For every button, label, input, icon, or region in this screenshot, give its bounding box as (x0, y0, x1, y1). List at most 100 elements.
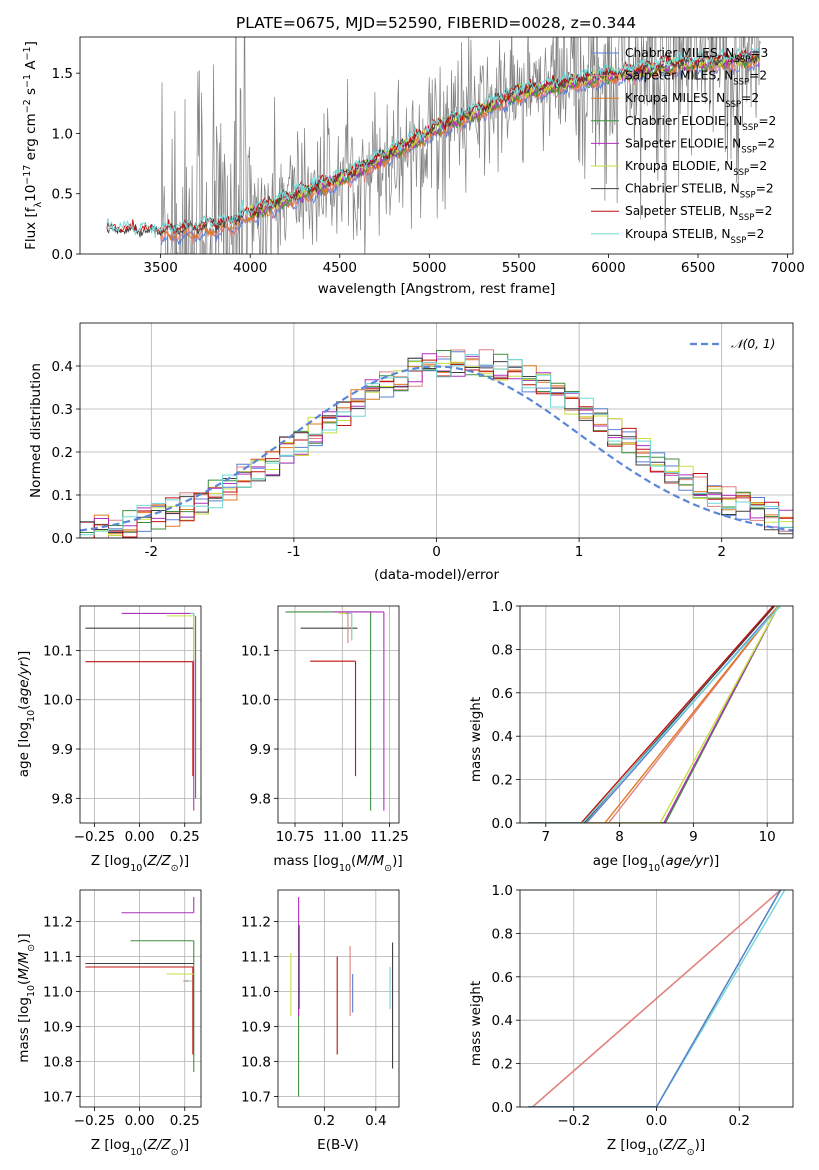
x-tick-label: 0.2 (314, 1113, 335, 1129)
y-tick-label: 10.8 (43, 1055, 73, 1071)
x-axis-label: E(B-V) (317, 1137, 359, 1153)
y-tick-label: 0.1 (52, 488, 73, 504)
y-tick-label: 10.9 (43, 1020, 73, 1036)
x-tick-label: 10 (759, 829, 776, 845)
legend-entry-label: Chabrier MILES, NSSP=3 (625, 46, 768, 65)
x-tick-label: 5000 (412, 260, 446, 276)
x-tick-label: −0.2 (557, 1113, 590, 1129)
age-cumulative-plot: 7 8 9 10 0.0 0.2 0.4 0.6 0.8 1.0 mass weight age [l… (468, 599, 794, 874)
x-tick-label: 8 (615, 829, 624, 845)
legend-entry-label: Chabrier ELODIE, NSSP=2 (625, 114, 776, 133)
y-tick-label: 11.0 (241, 985, 271, 1001)
y-axis-label: mass [log10(M/M⊙)] (16, 933, 37, 1062)
y-tick-label: 9.8 (250, 791, 271, 807)
x-tick-label: 9 (689, 829, 698, 845)
figure-title: PLATE=0675, MJD=52590, FIBERID=0028, z=0… (236, 14, 636, 32)
y-tick-label: 11.2 (43, 915, 73, 931)
axes-frame (79, 36, 794, 255)
x-tick-label: −0.25 (74, 1113, 115, 1129)
x-tick-label: 0 (432, 544, 441, 560)
legend-entry-label: Salpeter ELODIE, NSSP=2 (625, 136, 775, 155)
axes-frame (79, 605, 202, 824)
normal-distribution-curve (80, 365, 793, 532)
x-tick-label: 5500 (502, 260, 536, 276)
cumulative-line-salpeter-miles (531, 890, 782, 1107)
y-axis-label: mass weight (468, 981, 484, 1066)
y-tick-label: 0.2 (52, 445, 73, 461)
x-axis-label: mass [log10(M/M⊙)] (273, 853, 402, 874)
axes-frame (277, 889, 400, 1108)
spectrum-plot: 3500 4000 4500 5000 5500 6000 6500 7000 0.0 0.5 1.… (22, 36, 805, 297)
y-tick-label: 11.1 (43, 950, 73, 966)
x-axis-label: wavelength [Angstrom, rest frame] (318, 281, 556, 297)
x-tick-label: -1 (287, 544, 300, 560)
x-axis-label: Z [log10(Z/Z⊙)] (607, 1137, 705, 1158)
metallicity-cumulative-plot: −0.2 0.0 0.2 0.0 0.2 0.4 0.6 0.8 1.0 mass weight Z… (468, 883, 794, 1158)
legend-entry-label: 𝒩(0, 1) (731, 337, 775, 351)
x-tick-label: 4000 (233, 260, 267, 276)
y-tick-label: 10.7 (43, 1090, 73, 1106)
axes-frame (79, 322, 794, 539)
axes-frame (79, 889, 202, 1108)
observed-spectrum-line (160, 37, 761, 254)
x-tick-label: 3500 (143, 260, 177, 276)
y-tick-label: 0.4 (52, 359, 73, 375)
x-tick-label: 4500 (323, 260, 357, 276)
y-axis-label: Flux [fλ10−17 erg cm−2 s−1 A−1] (22, 41, 44, 250)
age-vs-metallicity-plot: −0.25 0.00 0.25 9.8 9.9 10.0 10.1 Z [log10(Z/Z⊙… (16, 605, 202, 874)
x-tick-label: 6500 (681, 260, 715, 276)
y-tick-label: 1.0 (492, 883, 513, 899)
y-tick-label: 11.2 (241, 915, 271, 931)
y-tick-label: 10.8 (241, 1055, 271, 1071)
y-tick-label: 1.0 (52, 126, 73, 142)
x-tick-label: 11.25 (370, 829, 409, 845)
y-tick-label: 0.0 (52, 247, 73, 263)
y-tick-label: 10.9 (241, 1020, 271, 1036)
axes-frame (519, 605, 794, 824)
x-tick-label: 0.00 (125, 1113, 155, 1129)
residuals-histogram: -2 -1 0 1 2 0.0 0.1 0.2 0.3 0.4 𝒩(0, 1) (data-model… (28, 322, 794, 583)
x-tick-label: 1 (575, 544, 584, 560)
y-tick-label: 0.0 (52, 531, 73, 547)
x-tick-label: 11.00 (323, 829, 362, 845)
y-tick-label: 0.8 (492, 642, 513, 658)
legend-entry-label: Salpeter STELIB, NSSP=2 (625, 204, 772, 223)
y-tick-label: 10.1 (241, 643, 271, 659)
y-tick-label: 10.0 (43, 693, 73, 709)
x-tick-label: 7 (542, 829, 551, 845)
y-tick-label: 1.0 (492, 599, 513, 615)
y-tick-label: 0.3 (52, 402, 73, 418)
axes-frame (519, 889, 794, 1108)
x-tick-label: 7000 (770, 260, 804, 276)
y-tick-label: 11.0 (43, 985, 73, 1001)
y-axis-label: age [log10(age/yr)] (16, 651, 37, 777)
legend-entry-label: Kroupa STELIB, NSSP=2 (625, 227, 764, 246)
legend-entry-label: Chabrier STELIB, NSSP=2 (625, 182, 774, 201)
model-line-chabrier-stelib (106, 49, 760, 238)
x-axis-label: Z [log10(Z/Z⊙)] (91, 1137, 189, 1158)
y-axis-label: Normed distribution (28, 363, 44, 498)
legend-entry-label: Kroupa MILES, NSSP=2 (625, 91, 759, 110)
y-tick-label: 9.8 (52, 791, 73, 807)
x-tick-label: 0.2 (728, 1113, 749, 1129)
mass-vs-ebv-plot: 0.2 0.4 10.7 10.8 10.9 11.0 11.1 11.2 E(B-V) (241, 889, 400, 1153)
x-axis-label: (data-model)/error (374, 567, 500, 583)
x-tick-label: 2 (717, 544, 726, 560)
cumulative-line-salpeter-stelib (580, 606, 774, 823)
axes-frame (277, 605, 400, 824)
y-tick-label: 0.6 (492, 970, 513, 986)
cumulative-line-kroupa-stelib (582, 606, 781, 823)
y-tick-label: 9.9 (52, 742, 73, 758)
x-axis-label: Z [log10(Z/Z⊙)] (91, 853, 189, 874)
cumulative-line-chabrier-miles (655, 890, 782, 1107)
x-tick-label: 0.25 (170, 829, 200, 845)
x-tick-label: 0.4 (365, 1113, 386, 1129)
y-tick-label: 10.1 (43, 643, 73, 659)
y-tick-label: 0.8 (492, 926, 513, 942)
y-tick-label: 0.2 (492, 773, 513, 789)
x-tick-label: 10.75 (276, 829, 315, 845)
mass-vs-metallicity-plot: −0.25 0.00 0.25 10.7 10.8 10.9 11.0 11.1 11.2 Z [… (16, 889, 202, 1158)
y-tick-label: 0.0 (492, 816, 513, 832)
x-tick-label: 0.25 (170, 1113, 200, 1129)
